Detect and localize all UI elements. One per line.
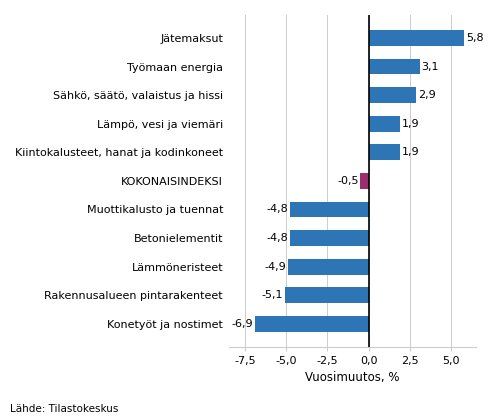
Bar	[369, 144, 400, 160]
Text: 1,9: 1,9	[402, 119, 419, 129]
Bar	[369, 87, 417, 103]
Text: -6,9: -6,9	[232, 319, 253, 329]
Text: 1,9: 1,9	[402, 147, 419, 157]
Bar	[255, 316, 369, 332]
Text: -4,8: -4,8	[266, 205, 288, 215]
Text: 3,1: 3,1	[422, 62, 439, 72]
Text: Lähde: Tilastokeskus: Lähde: Tilastokeskus	[10, 404, 118, 414]
Text: 2,9: 2,9	[418, 90, 436, 100]
Bar	[289, 202, 369, 217]
Bar	[284, 287, 369, 303]
Bar	[369, 59, 420, 74]
Text: -4,9: -4,9	[265, 262, 286, 272]
Text: -5,1: -5,1	[261, 290, 283, 300]
Text: -4,8: -4,8	[266, 233, 288, 243]
Text: 5,8: 5,8	[466, 33, 484, 43]
Bar	[360, 173, 369, 189]
Bar	[369, 30, 464, 46]
X-axis label: Vuosimuutos, %: Vuosimuutos, %	[305, 371, 399, 384]
Bar	[289, 230, 369, 246]
Text: -0,5: -0,5	[337, 176, 359, 186]
Bar	[369, 116, 400, 131]
Bar	[288, 259, 369, 275]
